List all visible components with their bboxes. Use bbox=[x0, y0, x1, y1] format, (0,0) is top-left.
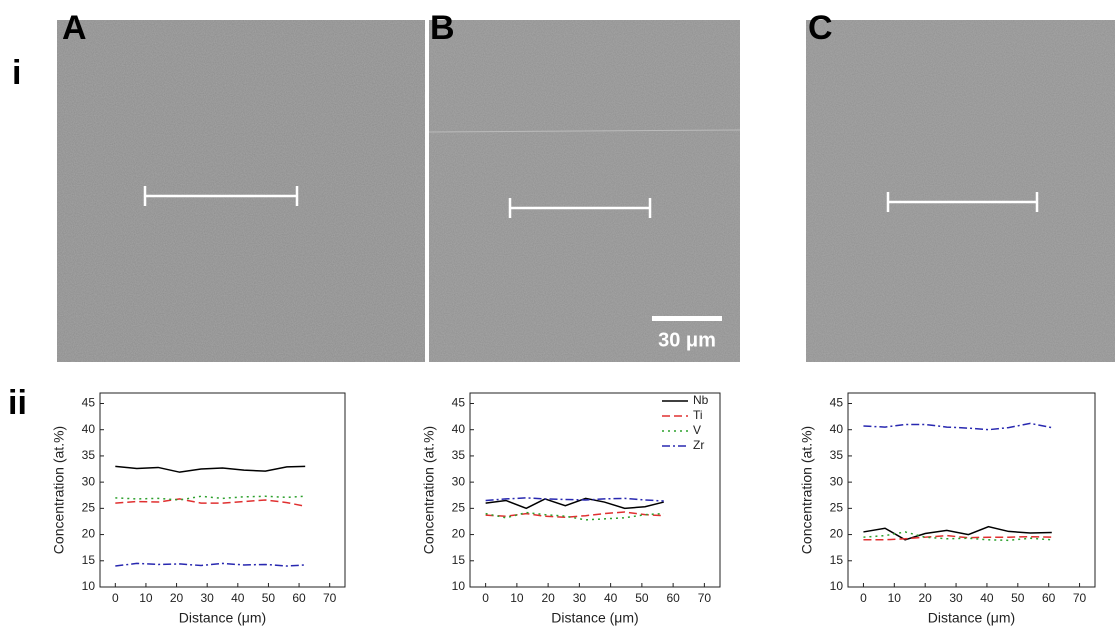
y-tick-label: 30 bbox=[830, 474, 844, 488]
x-tick-label: 10 bbox=[888, 591, 902, 605]
y-tick-label: 10 bbox=[452, 579, 466, 593]
sem-image bbox=[57, 20, 425, 362]
scale-bar bbox=[652, 316, 722, 321]
x-tick-label: 20 bbox=[170, 591, 184, 605]
x-tick-label: 50 bbox=[1011, 591, 1025, 605]
series-line bbox=[115, 562, 306, 567]
x-tick-label: 70 bbox=[698, 591, 712, 605]
row-label: ii bbox=[8, 384, 27, 422]
y-tick-label: 45 bbox=[82, 396, 96, 410]
x-axis-title: Distance (μm) bbox=[551, 610, 638, 626]
y-tick-label: 45 bbox=[452, 396, 466, 410]
x-axis-title: Distance (μm) bbox=[928, 610, 1015, 626]
y-tick-label: 20 bbox=[830, 527, 844, 541]
x-tick-label: 70 bbox=[1073, 591, 1087, 605]
y-tick-label: 10 bbox=[82, 579, 96, 593]
series-line bbox=[485, 497, 664, 502]
y-tick-label: 35 bbox=[452, 448, 466, 462]
x-tick-label: 30 bbox=[949, 591, 963, 605]
y-tick-label: 40 bbox=[452, 422, 466, 436]
y-tick-label: 30 bbox=[452, 474, 466, 488]
row-label: i bbox=[12, 54, 21, 92]
x-tick-label: 10 bbox=[139, 591, 153, 605]
series-line bbox=[115, 495, 306, 501]
x-tick-label: 30 bbox=[201, 591, 215, 605]
y-axis-title: Concentration (at.%) bbox=[799, 426, 815, 554]
y-tick-label: 35 bbox=[82, 448, 96, 462]
y-tick-label: 15 bbox=[830, 553, 844, 567]
x-tick-label: 50 bbox=[635, 591, 649, 605]
series-line bbox=[485, 511, 664, 521]
legend-label: Ti bbox=[693, 408, 703, 422]
y-tick-label: 30 bbox=[82, 474, 96, 488]
series-line bbox=[115, 498, 306, 507]
series-line bbox=[485, 511, 664, 519]
x-tick-label: 60 bbox=[1042, 591, 1056, 605]
x-tick-label: 40 bbox=[231, 591, 245, 605]
y-tick-label: 20 bbox=[452, 527, 466, 541]
plot-frame bbox=[99, 392, 346, 588]
legend-label: Nb bbox=[693, 393, 709, 407]
column-label: B bbox=[430, 9, 455, 47]
x-tick-label: 20 bbox=[541, 591, 555, 605]
y-axis-title: Concentration (at.%) bbox=[51, 426, 67, 554]
series-line bbox=[863, 534, 1052, 541]
y-tick-label: 45 bbox=[830, 396, 844, 410]
column-label: A bbox=[62, 9, 87, 47]
sem-image bbox=[806, 20, 1115, 362]
y-tick-label: 25 bbox=[452, 501, 466, 515]
legend-label: Zr bbox=[693, 438, 704, 452]
y-tick-label: 10 bbox=[830, 579, 844, 593]
scale-bar-label: 30 μm bbox=[658, 329, 716, 351]
x-tick-label: 40 bbox=[604, 591, 618, 605]
y-tick-label: 35 bbox=[830, 448, 844, 462]
legend-label: V bbox=[693, 423, 701, 437]
x-tick-label: 40 bbox=[980, 591, 994, 605]
x-tick-label: 10 bbox=[510, 591, 524, 605]
line-scan-markers bbox=[143, 186, 1039, 218]
x-tick-label: 30 bbox=[573, 591, 587, 605]
y-tick-label: 40 bbox=[82, 422, 96, 436]
y-tick-label: 20 bbox=[82, 527, 96, 541]
y-axis-title: Concentration (at.%) bbox=[421, 426, 437, 554]
x-tick-label: 70 bbox=[323, 591, 337, 605]
x-tick-label: 60 bbox=[666, 591, 680, 605]
column-label: C bbox=[808, 9, 833, 47]
sem-image bbox=[428, 20, 741, 362]
x-tick-label: 0 bbox=[112, 591, 119, 605]
y-tick-label: 15 bbox=[82, 553, 96, 567]
x-tick-label: 60 bbox=[292, 591, 306, 605]
plot-frame bbox=[847, 392, 1096, 588]
y-tick-label: 25 bbox=[82, 501, 96, 515]
y-tick-label: 40 bbox=[830, 422, 844, 436]
x-tick-label: 0 bbox=[482, 591, 489, 605]
x-tick-label: 20 bbox=[919, 591, 933, 605]
series-line bbox=[863, 422, 1052, 431]
series-line bbox=[863, 531, 1052, 542]
y-tick-label: 25 bbox=[830, 501, 844, 515]
series-line bbox=[115, 465, 306, 473]
x-tick-label: 50 bbox=[262, 591, 276, 605]
series-line bbox=[485, 497, 664, 510]
series-line bbox=[863, 525, 1052, 541]
plot-frame bbox=[469, 392, 721, 588]
y-tick-label: 15 bbox=[452, 553, 466, 567]
x-axis-title: Distance (μm) bbox=[179, 610, 266, 626]
x-tick-label: 0 bbox=[860, 591, 867, 605]
